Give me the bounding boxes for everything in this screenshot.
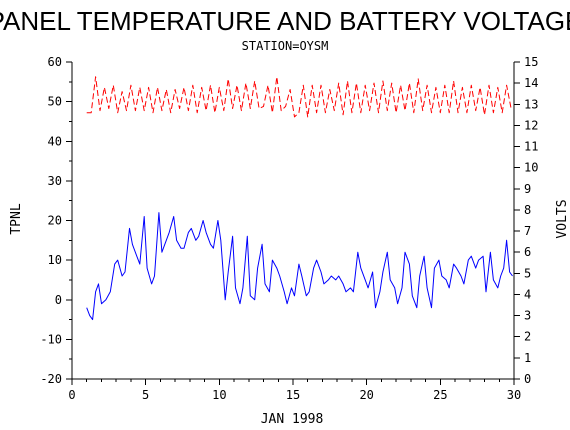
y-right-tick-label: 12 [524,118,538,132]
x-tick-label: 15 [286,388,300,402]
x-tick-label: 10 [212,388,226,402]
y-axis-label-left: TPNL [9,203,24,234]
y-right-tick-label: 15 [524,55,538,69]
series-tpnl-line [86,212,513,321]
y-left-tick-label: 50 [48,95,62,109]
axes: 0 5 10 15 20 25 30-20-100102030405060012345678… [40,55,538,402]
y-right-tick-label: 5 [524,266,531,280]
y-left-tick-label: 20 [48,214,62,228]
y-left-tick-label: 10 [48,253,62,267]
y-right-tick-label: 8 [524,203,531,217]
y-right-tick-label: 1 [524,351,531,365]
x-tick-label: 30 [507,388,521,402]
x-tick-label: 5 [142,388,149,402]
y-right-tick-label: 2 [524,330,531,344]
series-volts-line [86,76,512,118]
chart-subtitle: STATION=OYSM [242,39,329,53]
y-axis-label-right: VOLTS [555,199,570,238]
y-right-tick-label: 4 [524,287,531,301]
y-right-tick-label: 11 [524,140,538,154]
y-right-tick-label: 0 [524,372,531,386]
y-left-tick-label: 30 [48,174,62,188]
y-right-tick-label: 6 [524,245,531,259]
y-right-tick-label: 13 [524,97,538,111]
y-right-tick-label: 14 [524,76,538,90]
y-left-tick-label: 40 [48,134,62,148]
y-left-tick-label: -10 [40,332,62,346]
y-right-tick-label: 9 [524,182,531,196]
x-tick-label: 20 [359,388,373,402]
x-tick-label: 25 [433,388,447,402]
y-left-tick-label: -20 [40,372,62,386]
y-left-tick-label: 60 [48,55,62,69]
x-tick-label: 0 [68,388,75,402]
plot-area [86,76,513,321]
y-right-tick-label: 3 [524,309,531,323]
y-right-tick-label: 10 [524,161,538,175]
chart-title: PANEL TEMPERATURE AND BATTERY VOLTAGE [0,6,570,36]
y-right-tick-label: 7 [524,224,531,238]
x-axis-label: JAN 1998 [261,412,324,427]
y-left-tick-label: 0 [55,293,62,307]
